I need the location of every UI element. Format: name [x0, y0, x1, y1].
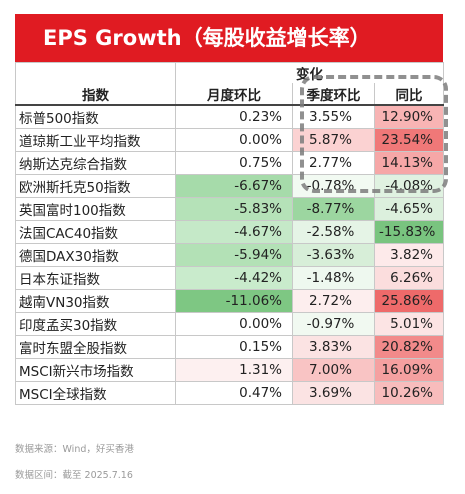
mom-value-cell: -5.94%	[175, 242, 293, 267]
table-row: 纳斯达克综合指数 0.75% 2.77% 14.13%	[15, 150, 444, 175]
table-body: 标普500指数 0.23% 3.55% 12.90% 道琼斯工业平均指数 0.00% 5.8…	[15, 104, 444, 405]
mom-value-cell: 0.00%	[175, 311, 293, 336]
yoy-value-cell: 10.26%	[374, 380, 444, 405]
mom-value-cell: -4.42%	[175, 265, 293, 290]
yoy-value-cell: 3.82%	[374, 242, 444, 267]
qoq-value-cell: 3.69%	[292, 380, 375, 405]
table-row: 标普500指数 0.23% 3.55% 12.90%	[15, 104, 444, 129]
qoq-column-header: 季度环比	[292, 83, 375, 106]
table-row: 印度孟买30指数 0.00% -0.97% 5.01%	[15, 311, 444, 336]
index-name-cell: 英国富时100指数	[15, 196, 176, 221]
index-name-cell: 欧洲斯托克50指数	[15, 173, 176, 198]
yoy-column-header: 同比	[374, 83, 444, 106]
yoy-value-cell: 20.82%	[374, 334, 444, 359]
index-name-cell: 法国CAC40指数	[15, 219, 176, 244]
qoq-value-cell: -8.77%	[292, 196, 375, 221]
yoy-value-cell: 6.26%	[374, 265, 444, 290]
yoy-value-cell: 14.13%	[374, 150, 444, 175]
qoq-value-cell: -2.58%	[292, 219, 375, 244]
data-period-note: 数据区间：截至 2025.7.16	[15, 470, 133, 481]
mom-value-cell: -6.67%	[175, 173, 293, 198]
table-row: MSCI全球指数 0.47% 3.69% 10.26%	[15, 380, 444, 405]
mom-column-header: 月度环比	[175, 83, 293, 106]
table-row: 日本东证指数 -4.42% -1.48% 6.26%	[15, 265, 444, 290]
yoy-value-cell: 5.01%	[374, 311, 444, 336]
table-row: 欧洲斯托克50指数 -6.67% -0.78% -4.08%	[15, 173, 444, 198]
page-title: EPS Growth（每股收益增长率）	[15, 14, 443, 62]
table-header-row: 指数 月度环比 季度环比 同比	[15, 83, 444, 106]
change-group-header: 变化	[175, 62, 444, 83]
index-name-cell: 纳斯达克综合指数	[15, 150, 176, 175]
mom-value-cell: -4.67%	[175, 219, 293, 244]
table-row: 越南VN30指数 -11.06% 2.72% 25.86%	[15, 288, 444, 313]
qoq-value-cell: -0.97%	[292, 311, 375, 336]
qoq-value-cell: 2.72%	[292, 288, 375, 313]
index-name-cell: 道琼斯工业平均指数	[15, 127, 176, 152]
mom-value-cell: 0.15%	[175, 334, 293, 359]
index-name-cell: MSCI新兴市场指数	[15, 357, 176, 382]
qoq-value-cell: -1.48%	[292, 265, 375, 290]
yoy-value-cell: -4.65%	[374, 196, 444, 221]
index-name-cell: 德国DAX30指数	[15, 242, 176, 267]
index-name-cell: 日本东证指数	[15, 265, 176, 290]
table-row: MSCI新兴市场指数 1.31% 7.00% 16.09%	[15, 357, 444, 382]
qoq-value-cell: 3.55%	[292, 104, 375, 129]
index-name-cell: 富时东盟全股指数	[15, 334, 176, 359]
mom-value-cell: 0.47%	[175, 380, 293, 405]
mom-value-cell: 0.23%	[175, 104, 293, 129]
eps-growth-table: 变化 指数 月度环比 季度环比 同比 标普500指数 0.23% 3.55% 12.9…	[15, 62, 444, 405]
qoq-value-cell: 3.83%	[292, 334, 375, 359]
mom-value-cell: 1.31%	[175, 357, 293, 382]
index-name-cell: MSCI全球指数	[15, 380, 176, 405]
table-row: 法国CAC40指数 -4.67% -2.58% -15.83%	[15, 219, 444, 244]
mom-value-cell: 0.00%	[175, 127, 293, 152]
qoq-value-cell: 7.00%	[292, 357, 375, 382]
qoq-value-cell: 5.87%	[292, 127, 375, 152]
yoy-value-cell: 12.90%	[374, 104, 444, 129]
mom-value-cell: 0.75%	[175, 150, 293, 175]
qoq-value-cell: -0.78%	[292, 173, 375, 198]
yoy-value-cell: 16.09%	[374, 357, 444, 382]
eps-growth-table-container: 变化 指数 月度环比 季度环比 同比 标普500指数 0.23% 3.55% 12.9…	[15, 62, 444, 405]
yoy-value-cell: -4.08%	[374, 173, 444, 198]
table-group-header-row: 变化	[15, 62, 444, 83]
index-name-cell: 印度孟买30指数	[15, 311, 176, 336]
qoq-value-cell: 2.77%	[292, 150, 375, 175]
table-row: 道琼斯工业平均指数 0.00% 5.87% 23.54%	[15, 127, 444, 152]
data-source-note: 数据来源：Wind，好买香港	[15, 444, 134, 455]
index-name-cell: 标普500指数	[15, 104, 176, 129]
yoy-value-cell: -15.83%	[374, 219, 444, 244]
index-header-spacer	[15, 62, 176, 83]
index-column-header: 指数	[15, 83, 176, 106]
table-row: 富时东盟全股指数 0.15% 3.83% 20.82%	[15, 334, 444, 359]
table-row: 英国富时100指数 -5.83% -8.77% -4.65%	[15, 196, 444, 221]
qoq-value-cell: -3.63%	[292, 242, 375, 267]
mom-value-cell: -5.83%	[175, 196, 293, 221]
yoy-value-cell: 25.86%	[374, 288, 444, 313]
mom-value-cell: -11.06%	[175, 288, 293, 313]
index-name-cell: 越南VN30指数	[15, 288, 176, 313]
table-row: 德国DAX30指数 -5.94% -3.63% 3.82%	[15, 242, 444, 267]
yoy-value-cell: 23.54%	[374, 127, 444, 152]
